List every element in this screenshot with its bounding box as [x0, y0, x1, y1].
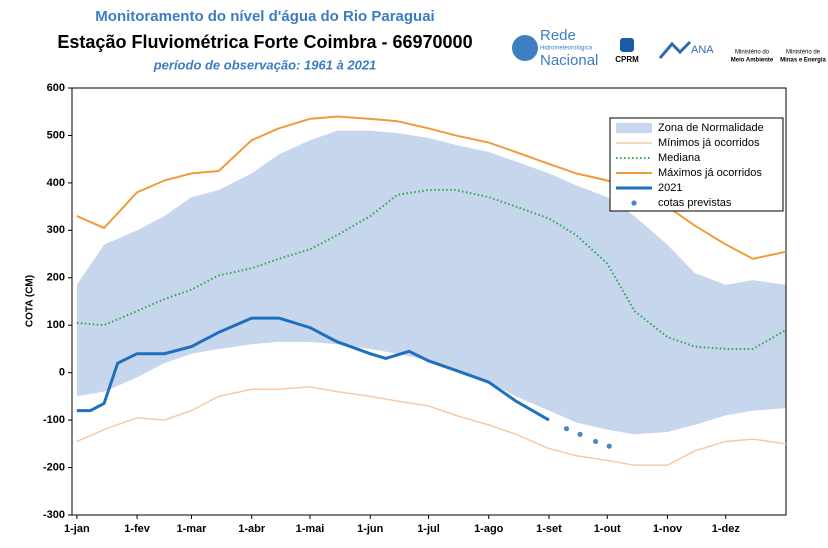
y-tick-label: 600: [47, 82, 65, 94]
x-tick-label: 1-fev: [124, 523, 151, 535]
legend-label: cotas previstas: [658, 197, 732, 209]
x-tick-label: 1-dez: [712, 523, 741, 535]
x-tick-label: 1-jun: [357, 523, 384, 535]
legend-label: Máximos já ocorridos: [658, 167, 762, 179]
series-line: [76, 386, 787, 466]
logo-text: Meio Ambiente: [731, 58, 774, 64]
y-tick-label: 100: [47, 319, 65, 331]
y-tick-label: 300: [47, 224, 65, 236]
legend-box: [609, 117, 784, 212]
logo-icon: [512, 35, 538, 61]
legend: Zona de Normalidade Mínimos já ocorridos M…: [609, 117, 784, 212]
y-tick-label: 400: [47, 177, 65, 189]
normal-zone: [76, 130, 787, 435]
legend-label: Mediana: [658, 152, 701, 164]
forecast-point: [593, 438, 599, 445]
x-tick-label: 1-ago: [474, 523, 504, 535]
x-tick-label: 1-mai: [296, 523, 325, 535]
logo-text: Hidrometeorológica: [540, 46, 593, 52]
logo-text: Ministério de: [786, 50, 821, 56]
legend-label: 2021: [658, 182, 682, 194]
x-tick-label: 1-abr: [238, 523, 266, 535]
y-tick-label: 500: [47, 129, 65, 141]
logo-icon: [658, 40, 692, 59]
logo-text: CPRM: [615, 55, 639, 64]
chart-title: Monitoramento do nível d'água do Rio Par…: [95, 8, 434, 25]
forecast-point: [577, 431, 583, 437]
x-tick-label: 1-set: [536, 523, 562, 535]
logo-text: Rede: [540, 27, 576, 44]
logo-icon: [620, 38, 634, 52]
chart-subtitle: Estação Fluviométrica Forte Coimbra - 66…: [57, 32, 472, 52]
logo-text: ANA: [691, 44, 714, 56]
logo-text: Ministério do: [735, 50, 770, 56]
logo-text: Nacional: [540, 52, 598, 69]
series-line: [76, 316, 550, 422]
x-tick-label: 1-jan: [64, 523, 90, 535]
y-tick-label: -200: [43, 461, 65, 473]
y-tick-label: 200: [47, 272, 65, 284]
logo-text: Minas e Energia: [780, 58, 826, 64]
y-tick-label: 0: [59, 367, 65, 379]
forecast-point: [563, 426, 570, 432]
y-axis-label: COTA (CM): [25, 275, 36, 327]
legend-label: Zona de Normalidade: [658, 122, 764, 134]
x-tick-label: 1-mar: [177, 523, 208, 535]
period: período de observação: 1961 à 2021: [153, 57, 377, 72]
forecast-point: [606, 443, 612, 449]
logos: Rede Hidrometeorológica Nacional CPRM AN…: [512, 27, 827, 69]
x-tick-label: 1-nov: [653, 523, 683, 535]
legend-label: Mínimos já ocorridos: [658, 137, 760, 149]
legend-swatch: [616, 123, 652, 133]
x-tick-label: 1-jul: [417, 523, 440, 535]
legend-swatch: [631, 200, 637, 206]
y-tick-label: -300: [43, 509, 65, 521]
x-tick-label: 1-out: [594, 523, 621, 535]
y-tick-label: -100: [43, 414, 65, 426]
